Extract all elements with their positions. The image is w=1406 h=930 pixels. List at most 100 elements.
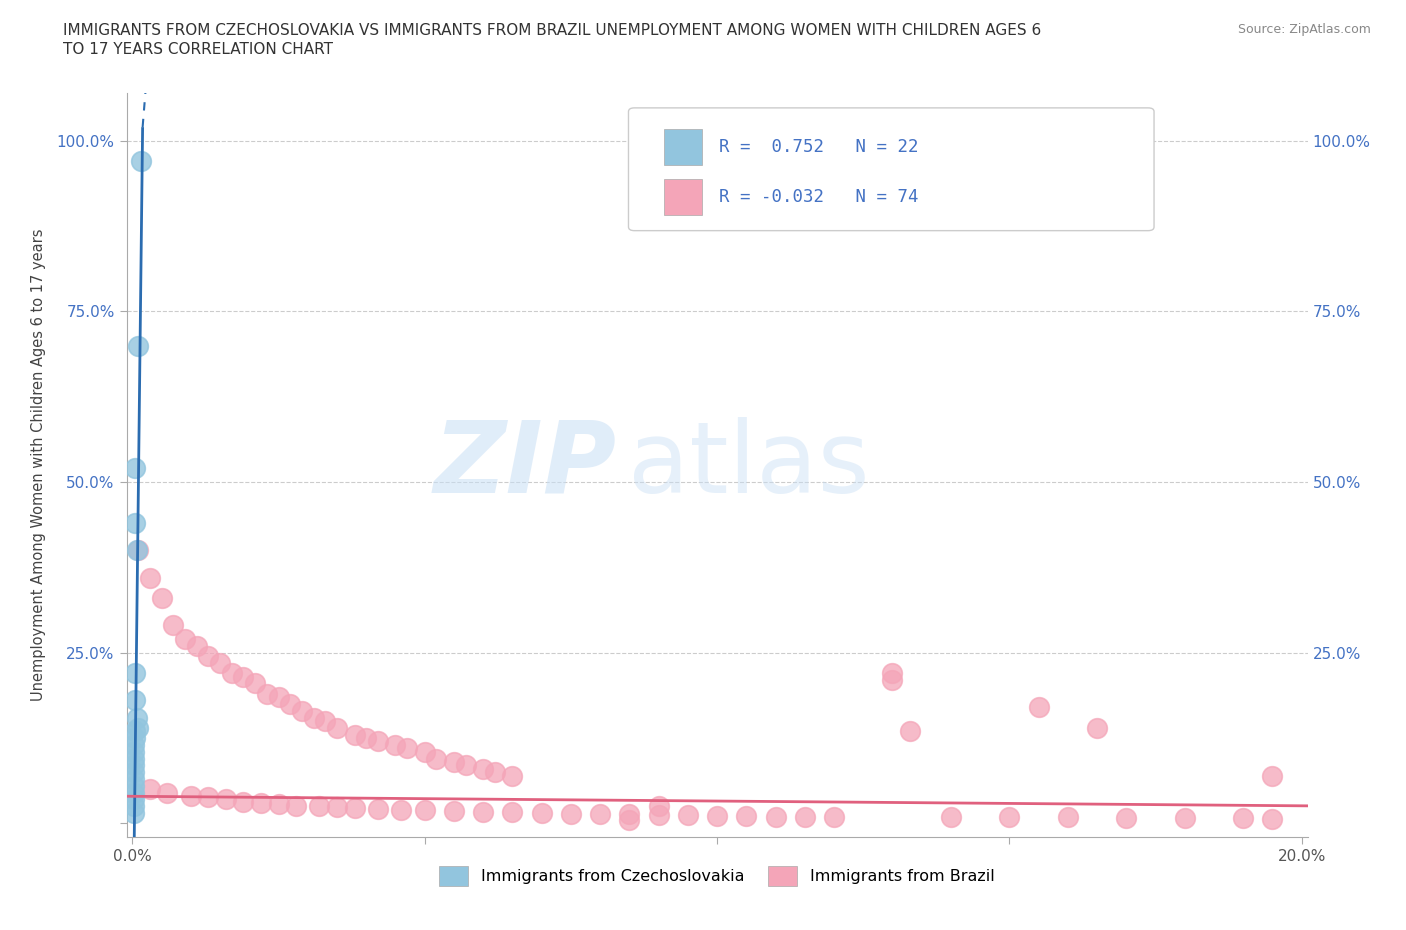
FancyBboxPatch shape [664,179,702,215]
Immigrants from Brazil [1261,768,1284,783]
Immigrants from Brazil [139,570,162,585]
Immigrants from Brazil [676,808,699,823]
Immigrants from Brazil [765,809,787,824]
Immigrants from Brazil [209,656,232,671]
Immigrants from Brazil [1057,810,1080,825]
Immigrants from Brazil [647,799,669,814]
Immigrants from Brazil [267,690,290,705]
Immigrants from Czechoslovakia [122,744,145,759]
Immigrants from Brazil [501,768,523,783]
Immigrants from Brazil [998,810,1021,825]
Immigrants from Brazil [197,790,219,804]
Immigrants from Brazil [243,676,266,691]
Immigrants from Czechoslovakia [127,721,149,736]
Immigrants from Czechoslovakia [125,543,148,558]
Immigrants from Brazil [221,666,243,681]
Immigrants from Czechoslovakia [122,799,145,814]
Immigrants from Czechoslovakia [124,461,146,476]
Immigrants from Czechoslovakia [122,764,145,779]
Immigrants from Brazil [589,807,612,822]
Immigrants from Brazil [156,785,179,800]
Immigrants from Brazil [1261,811,1284,826]
Immigrants from Brazil [139,782,162,797]
Immigrants from Brazil [484,764,506,779]
Immigrants from Brazil [501,805,523,820]
Immigrants from Czechoslovakia [122,758,145,773]
Immigrants from Czechoslovakia [122,792,145,807]
Immigrants from Brazil [396,741,419,756]
Immigrants from Brazil [256,686,278,701]
Immigrants from Brazil [530,805,553,820]
Immigrants from Brazil [302,711,325,725]
Immigrants from Czechoslovakia [122,772,145,787]
Immigrants from Brazil [706,808,728,823]
Text: IMMIGRANTS FROM CZECHOSLOVAKIA VS IMMIGRANTS FROM BRAZIL UNEMPLOYMENT AMONG WOME: IMMIGRANTS FROM CZECHOSLOVAKIA VS IMMIGR… [63,23,1042,38]
Text: Source: ZipAtlas.com: Source: ZipAtlas.com [1237,23,1371,36]
Immigrants from Brazil [472,804,495,819]
Legend: Immigrants from Czechoslovakia, Immigrants from Brazil: Immigrants from Czechoslovakia, Immigran… [433,860,1001,892]
Text: R = -0.032   N = 74: R = -0.032 N = 74 [720,188,920,206]
Immigrants from Czechoslovakia [122,805,145,820]
Immigrants from Brazil [1232,810,1254,825]
Immigrants from Czechoslovakia [127,339,149,353]
Immigrants from Brazil [186,638,208,653]
Text: atlas: atlas [628,417,870,513]
Immigrants from Czechoslovakia [122,785,145,800]
Immigrants from Brazil [197,649,219,664]
Immigrants from Brazil [882,672,904,687]
Immigrants from Brazil [793,809,815,824]
Immigrants from Brazil [425,751,447,766]
Immigrants from Brazil [882,666,904,681]
Immigrants from Brazil [1085,721,1108,736]
FancyBboxPatch shape [664,129,702,166]
Immigrants from Czechoslovakia [124,724,146,738]
Immigrants from Czechoslovakia [122,751,145,766]
Immigrants from Brazil [278,697,301,711]
Text: R =  0.752   N = 22: R = 0.752 N = 22 [720,139,920,156]
Immigrants from Czechoslovakia [125,711,148,725]
Immigrants from Brazil [250,795,273,810]
Immigrants from Czechoslovakia [124,515,146,530]
Immigrants from Brazil [619,813,641,828]
Immigrants from Brazil [367,802,389,817]
Immigrants from Brazil [413,803,436,817]
Immigrants from Brazil [308,799,330,814]
Immigrants from Brazil [162,618,184,632]
Immigrants from Brazil [443,754,465,769]
Immigrants from Brazil [823,809,845,824]
Immigrants from Brazil [1028,700,1050,715]
Immigrants from Brazil [619,807,641,822]
Immigrants from Brazil [472,762,495,777]
Immigrants from Brazil [150,591,173,605]
Immigrants from Brazil [413,744,436,759]
Immigrants from Brazil [215,792,238,807]
Immigrants from Brazil [326,721,349,736]
Immigrants from Czechoslovakia [124,693,146,708]
Immigrants from Brazil [285,798,308,813]
Immigrants from Brazil [898,724,921,738]
Immigrants from Brazil [389,803,412,817]
Immigrants from Czechoslovakia [124,731,146,746]
Immigrants from Brazil [326,800,349,815]
Immigrants from Czechoslovakia [124,666,146,681]
Immigrants from Brazil [291,703,314,718]
Immigrants from Brazil [343,801,366,816]
Immigrants from Brazil [314,713,336,728]
Immigrants from Czechoslovakia [129,153,152,168]
Immigrants from Brazil [939,810,962,825]
Immigrants from Brazil [735,808,758,823]
Text: ZIP: ZIP [433,417,617,513]
Immigrants from Brazil [454,758,477,773]
Immigrants from Brazil [647,808,669,823]
Immigrants from Brazil [174,631,197,646]
Immigrants from Brazil [1115,810,1137,825]
Immigrants from Brazil [180,789,202,804]
Immigrants from Brazil [127,543,149,558]
Immigrants from Brazil [232,670,254,684]
Immigrants from Czechoslovakia [122,737,145,752]
Immigrants from Brazil [443,804,465,818]
Immigrants from Brazil [267,797,290,812]
FancyBboxPatch shape [628,108,1154,231]
Immigrants from Brazil [560,806,582,821]
Immigrants from Brazil [384,737,406,752]
